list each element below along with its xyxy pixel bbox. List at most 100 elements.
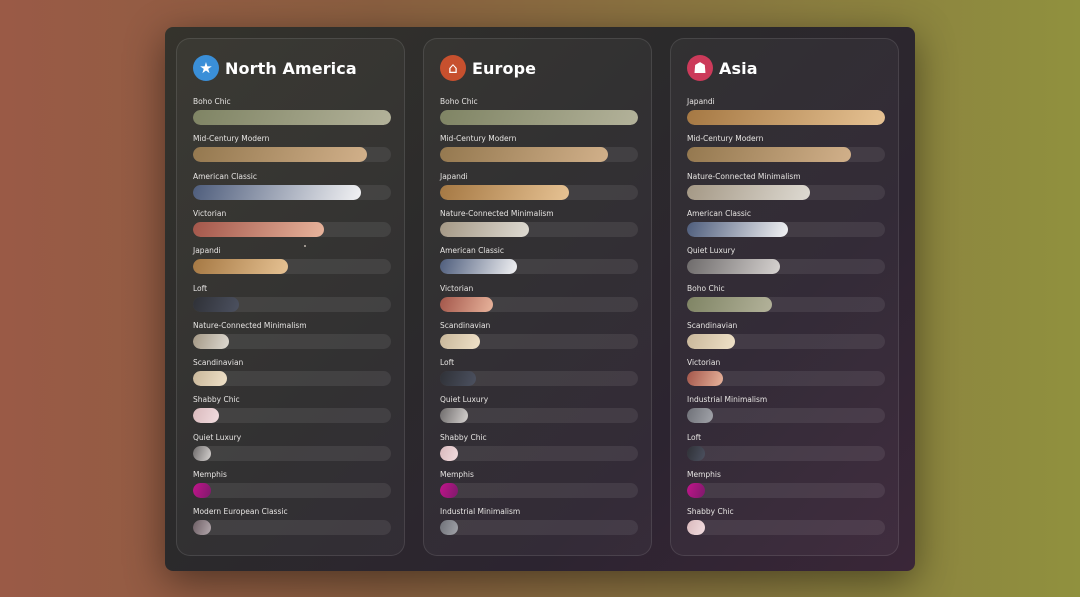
bar-track [440, 110, 638, 125]
bar-row: Boho Chic [193, 97, 391, 127]
bar-row: Nature-Connected Minimalism [193, 321, 391, 351]
bar-row: American Classic [193, 172, 391, 202]
bar-track [440, 259, 638, 275]
bar-row: Modern European Classic [193, 507, 391, 537]
region-panel: ★ North America Boho Chic Mid-Century Moder… [176, 38, 405, 556]
bar-label: Victorian [193, 208, 227, 218]
bar-label: Industrial Minimalism [440, 507, 521, 517]
bar-track [193, 221, 391, 237]
bar [193, 445, 211, 461]
bar-label: Memphis [193, 470, 227, 479]
bar-label: Nature-Connected Minimalism [687, 171, 801, 181]
bar [440, 184, 569, 200]
bar [193, 520, 211, 536]
bar-track [440, 221, 638, 237]
bar-row: Shabby Chic [193, 395, 391, 425]
bar [193, 333, 229, 349]
bar [193, 259, 289, 275]
bar-row: Memphis [193, 470, 391, 500]
bar [193, 184, 362, 200]
bar-label: Quiet Luxury [440, 395, 489, 405]
bar-label: Shabby Chic [687, 507, 734, 517]
bar [687, 296, 773, 312]
pagoda-icon: ☗ [687, 55, 713, 81]
bar [687, 184, 810, 200]
bar-track [687, 259, 885, 275]
bar [440, 221, 530, 237]
chart-board: ★ North America Boho Chic Mid-Century Moder… [165, 27, 915, 571]
bar-track [687, 110, 885, 125]
bar-track [440, 296, 638, 312]
bar-row: Victorian [440, 284, 638, 314]
bar [193, 483, 211, 498]
bar-label: Shabby Chic [440, 432, 487, 442]
bar [687, 147, 852, 163]
bar-label: Loft [193, 283, 208, 293]
bar-label: Industrial Minimalism [687, 395, 768, 405]
bar-row: Victorian [193, 209, 391, 239]
bar-track [440, 445, 638, 461]
bar-track [193, 110, 391, 125]
bar-track [687, 371, 885, 387]
bar [440, 408, 468, 424]
bar-row: Nature-Connected Minimalism [687, 172, 885, 202]
bar-label: Boho Chic [193, 97, 231, 106]
panel-title: Asia [719, 58, 758, 78]
bar-row: Victorian [687, 358, 885, 388]
bar-label: American Classic [193, 171, 258, 181]
bar-label: Scandinavian [440, 320, 491, 330]
bar [193, 147, 368, 163]
bar-label: Nature-Connected Minimalism [440, 208, 554, 218]
bar-row: Loft [687, 433, 885, 463]
panel-title: Europe [472, 58, 537, 78]
bar [440, 110, 638, 125]
bar [687, 221, 788, 237]
bar-track [687, 520, 885, 536]
bar-label: Memphis [687, 470, 721, 479]
bar [440, 333, 480, 349]
bar-track [193, 483, 391, 498]
bar [687, 333, 735, 349]
bar-label: Memphis [440, 470, 474, 479]
bar-row: Japandi [193, 246, 391, 276]
bar-row: Memphis [687, 470, 885, 500]
bar-track [193, 445, 391, 461]
bar-row: Quiet Luxury [440, 395, 638, 425]
bar-track [193, 259, 391, 275]
bar-track [440, 483, 638, 498]
bar-label: Japandi [193, 246, 221, 256]
bar [687, 371, 723, 387]
bar-row: Mid-Century Modern [687, 134, 885, 164]
bar-track [440, 184, 638, 200]
bar-row: Loft [440, 358, 638, 388]
bar-track [440, 147, 638, 163]
bar-track [687, 147, 885, 163]
bar-label: Boho Chic [440, 97, 478, 106]
bar [440, 445, 458, 461]
region-panel: ⌂ Europe Boho Chic Mid-Century Modern Japand… [423, 38, 652, 556]
bar-row: Quiet Luxury [193, 433, 391, 463]
panel-header: ⌂ Europe [440, 53, 536, 83]
bar-label: Mid-Century Modern [193, 134, 270, 144]
classical-building-icon: ⌂ [440, 55, 466, 81]
bar-track [687, 296, 885, 312]
bar [440, 296, 494, 312]
bar [193, 110, 391, 125]
bar-track [687, 221, 885, 237]
bar-track [193, 520, 391, 536]
bar-label: Scandinavian [193, 358, 244, 368]
bar-label: Mid-Century Modern [440, 134, 517, 144]
bar-track [193, 184, 391, 200]
bar [193, 221, 324, 237]
bar-label: Scandinavian [687, 320, 738, 330]
bar-row: Mid-Century Modern [193, 134, 391, 164]
bar-row: Japandi [440, 172, 638, 202]
bar [687, 483, 705, 498]
bar-track [193, 147, 391, 163]
bar-track [440, 371, 638, 387]
bar [687, 259, 781, 275]
bar-label: Boho Chic [687, 283, 725, 293]
bar-row: Industrial Minimalism [440, 507, 638, 537]
bar-track [687, 408, 885, 424]
bar-row: Shabby Chic [687, 507, 885, 537]
